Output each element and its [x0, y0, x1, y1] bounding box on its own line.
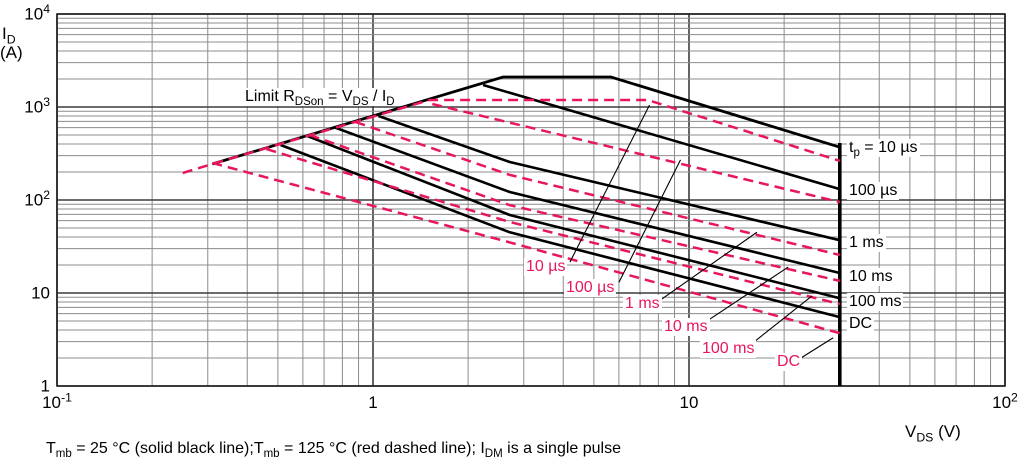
curve-tmb-125c-tp-1ms	[355, 120, 841, 257]
x-tick-label: 10-1	[42, 390, 72, 412]
leader-line-tmb-125c-tp-10us	[569, 104, 651, 263]
curve-tmb-25c-tp-100ms	[306, 134, 841, 300]
curve-label-tp-10us-125c: 10 µs	[524, 258, 568, 276]
curve-label-tp-1ms-125c: 1 ms	[623, 295, 662, 313]
x-tick-label: 1	[368, 393, 378, 412]
figure-caption: Tmb = 25 °C (solid black line);Tmb = 125…	[46, 440, 621, 461]
curve-tmb-125c-rdson-limit-and-tp-10us	[182, 98, 841, 175]
curve-label-tp-100us-25c: 100 µs	[847, 182, 900, 200]
rdson-limit-annotation: Limit RDSon = VDS / ID	[243, 88, 397, 109]
leader-line-tmb-125c-tp-1ms	[661, 231, 758, 300]
leader-line-tmb-125c-tp-100ms	[750, 295, 813, 345]
curve-label-tp-10us-25c: tp = 10 µs	[847, 139, 920, 160]
curve-tmb-25c-tp-100us	[482, 83, 841, 191]
curve-tmb-125c-tp-10ms	[309, 133, 841, 283]
curve-tmb-125c-tp-100us	[432, 102, 841, 204]
curve-label-tp-100ms-125c: 100 ms	[700, 340, 757, 358]
x-tick-label: 102	[992, 390, 1018, 412]
curve-label-tp-100ms-25c: 100 ms	[847, 293, 904, 311]
curve-label-tp-1ms-25c: 1 ms	[847, 234, 886, 252]
curve-tmb-25c-dc	[280, 143, 841, 319]
leader-line-tmb-125c-tp-100us	[618, 159, 681, 283]
y-tick-label: 1	[40, 376, 50, 396]
x-tick-label: 10	[679, 393, 699, 412]
curve-tmb-125c-dc	[211, 161, 841, 335]
y-tick-label: 104	[24, 1, 50, 24]
y-tick-label: 10	[31, 283, 50, 303]
plot-frame	[56, 13, 1006, 387]
y-tick-label: 102	[24, 187, 50, 210]
curve-label-tp-100us-125c: 100 µs	[564, 279, 617, 297]
x-axis-title: VDS (V)	[905, 422, 961, 445]
y-axis-title: ID	[2, 24, 16, 47]
curve-label-dc-25c: DC	[847, 315, 875, 333]
curve-label-tp-10ms-25c: 10 ms	[847, 268, 895, 286]
y-axis-units: (A)	[0, 43, 23, 62]
leader-line-tmb-125c-dc	[800, 337, 834, 359]
leader-line-tmb-125c-tp-10ms	[705, 266, 789, 323]
curve-tmb-125c-tp-100ms	[266, 147, 841, 306]
curve-tmb-25c-tp-10ms	[333, 125, 841, 275]
y-tick-label: 103	[24, 94, 50, 117]
curve-label-tp-10ms-125c: 10 ms	[662, 318, 710, 336]
curve-tmb-25c-tp-1ms	[377, 114, 841, 242]
curve-label-dc-125c: DC	[775, 353, 803, 371]
